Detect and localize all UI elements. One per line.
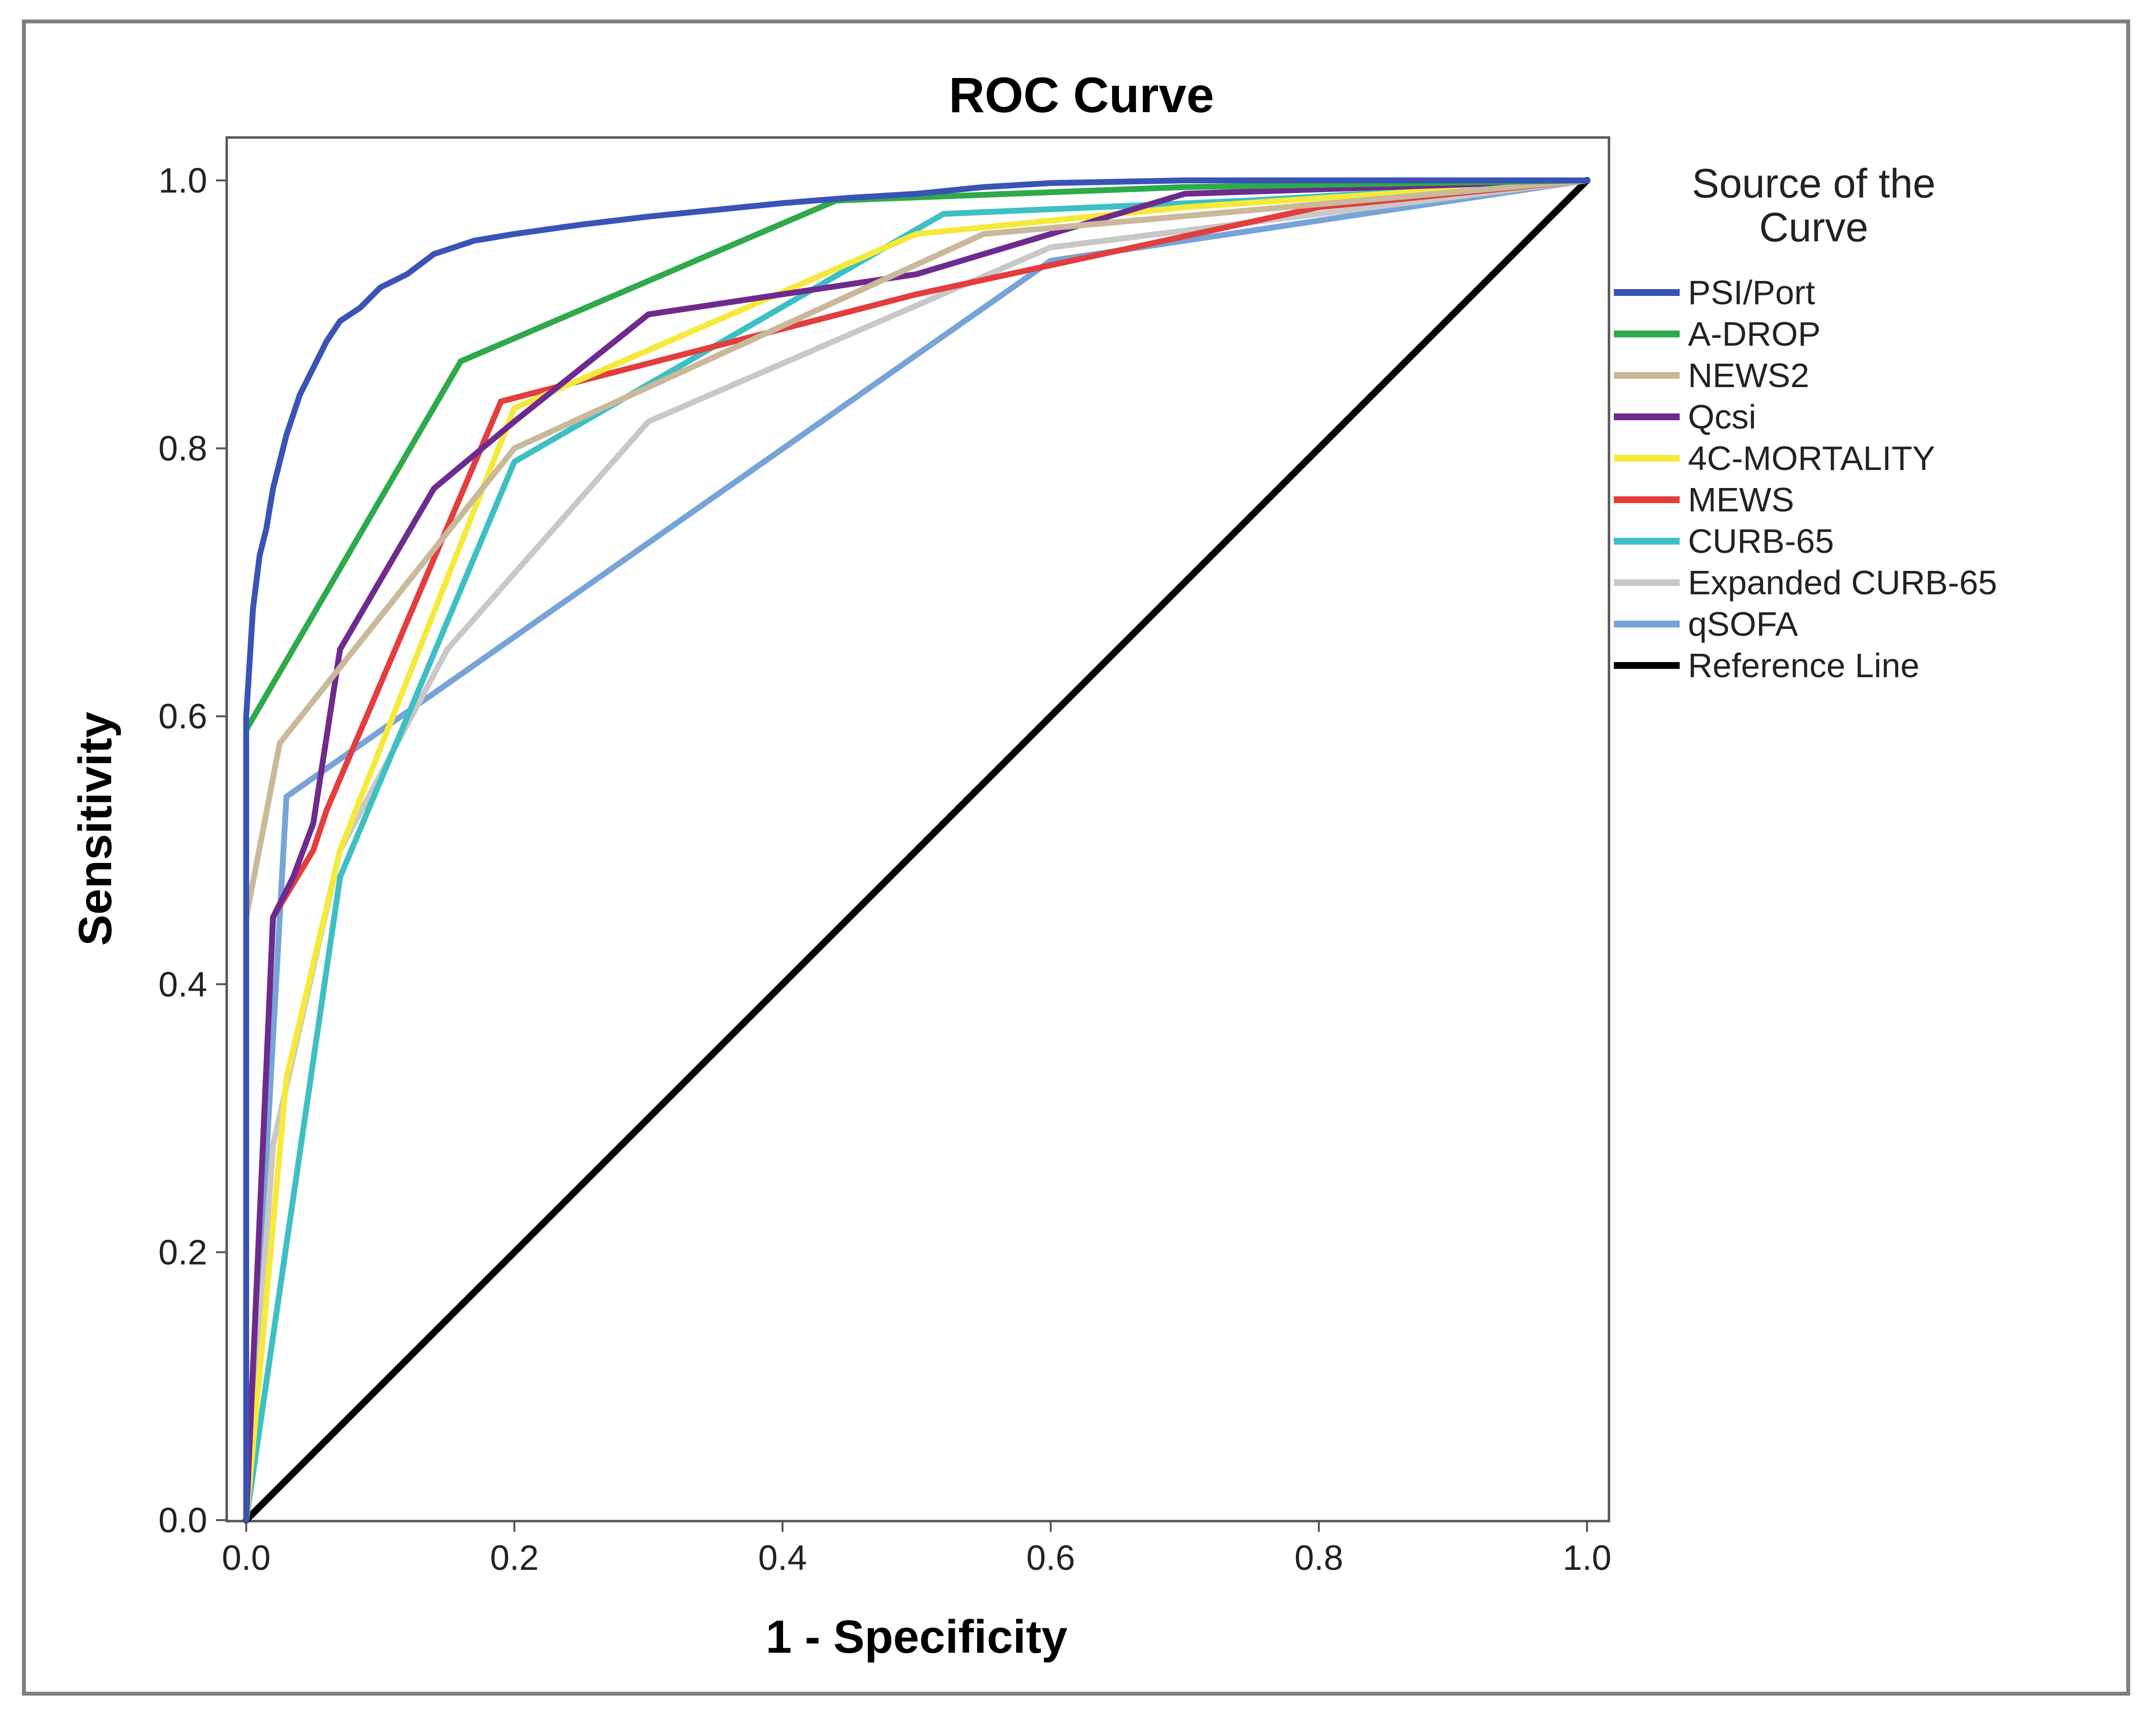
y-tick-label: 0.8 [158,430,207,469]
legend-label-news2: NEWS2 [1688,356,1809,394]
y-tick-label: 0.4 [158,965,207,1004]
legend-label-qcsi: Qcsi [1688,398,1756,436]
legend-title-line-2: Curve [1759,204,1868,250]
series-line-qsofa [243,177,1590,1523]
chart-title: ROC Curve [949,67,1214,123]
y-axis-title: Sensitivity [69,712,121,946]
x-tick-label: 0.0 [222,1539,271,1578]
x-axis-title: 1 - Specificity [766,1611,1068,1663]
x-tick-label: 0.6 [1026,1539,1075,1578]
legend-label-expanded-curb-65: Expanded CURB-65 [1688,564,1997,602]
series-lines [243,177,1590,1524]
y-tick-label: 0.2 [158,1233,207,1272]
legend-label-curb-65: CURB-65 [1688,522,1834,560]
x-tick-label: 0.8 [1294,1539,1343,1578]
y-tick-label: 0.0 [158,1501,207,1540]
legend-label-4c-mortality: 4C-MORTALITY [1688,439,1935,477]
axis-ticks: 0.0 0.2 0.4 0.6 0.8 1.0 0.0 0.2 0.4 0.6 0.8 1.0 [158,161,1611,1578]
x-tick-label: 0.4 [758,1539,807,1578]
legend-label-reference-line: Reference Line [1688,646,1920,684]
legend-label-qsofa: qSOFA [1688,605,1798,643]
series-line-reference-line [243,177,1590,1524]
legend-title-line-1: Source of the [1692,160,1936,206]
y-tick-label: 1.0 [158,161,207,200]
x-tick-label: 0.2 [490,1539,539,1578]
series-line-psi-port [243,177,1590,1523]
legend-label-psi-port: PSI/Port [1688,274,1815,312]
y-tick-label: 0.6 [158,697,207,736]
plot-area [225,136,1610,1523]
x-tick-label: 1.0 [1563,1539,1611,1578]
legend-label-a-drop: A-DROP [1688,315,1821,353]
series-line-4c-mortality [243,177,1590,1523]
series-line-expanded-curb-65 [243,177,1590,1523]
series-line-qcsi [243,177,1590,1523]
legend-label-mews: MEWS [1688,481,1794,519]
